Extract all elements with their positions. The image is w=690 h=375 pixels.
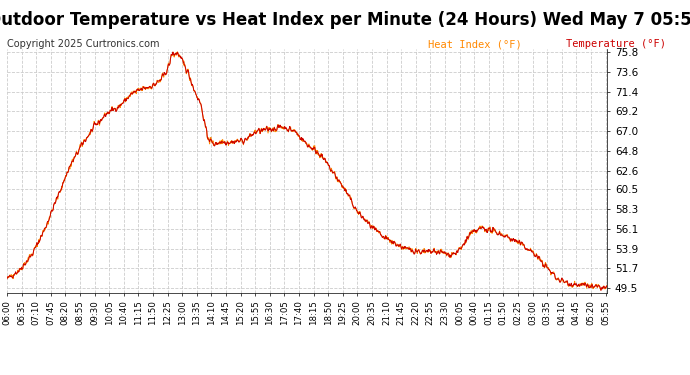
Text: Heat Index (°F): Heat Index (°F): [428, 39, 522, 50]
Text: Copyright 2025 Curtronics.com: Copyright 2025 Curtronics.com: [7, 39, 159, 50]
Text: Temperature (°F): Temperature (°F): [566, 39, 666, 50]
Text: Outdoor Temperature vs Heat Index per Minute (24 Hours) Wed May 7 05:59: Outdoor Temperature vs Heat Index per Mi…: [0, 11, 690, 29]
